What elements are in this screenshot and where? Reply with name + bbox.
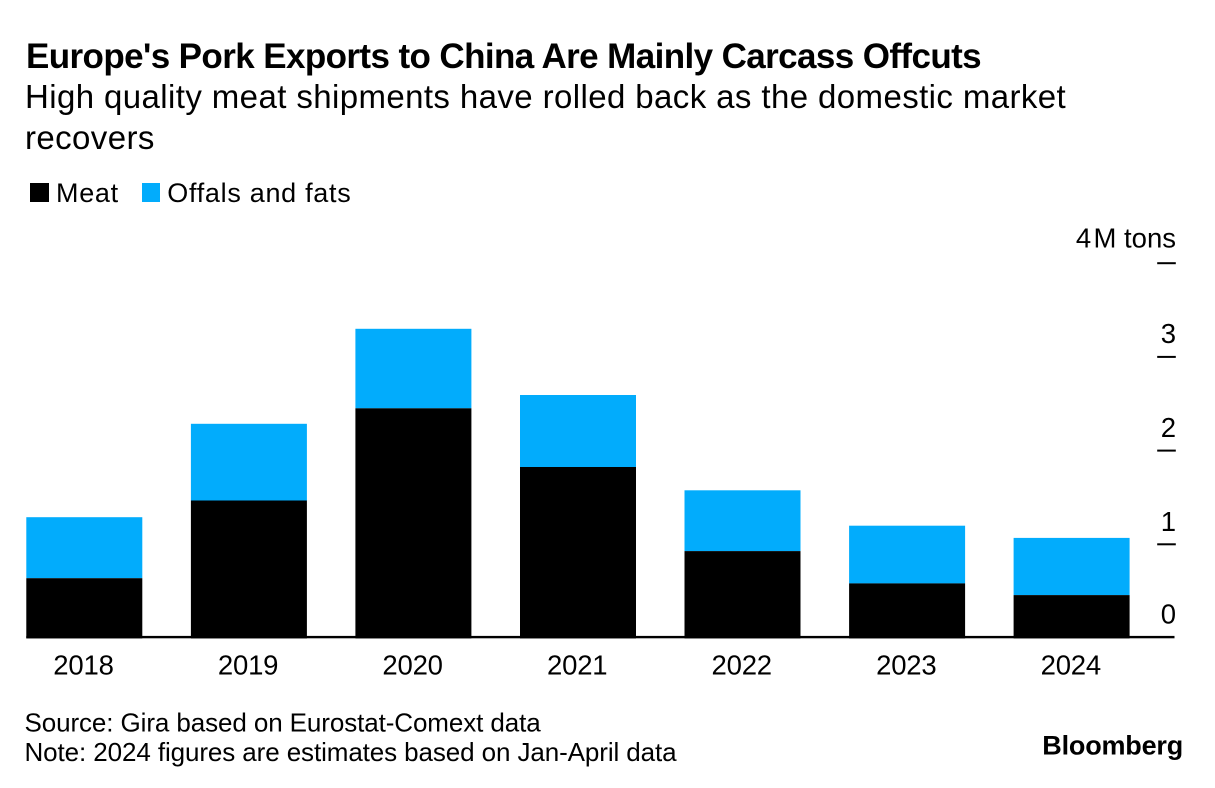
svg-text:2023: 2023 [876,649,936,680]
svg-text:2019: 2019 [218,649,278,680]
svg-text:2022: 2022 [712,649,772,680]
svg-text:0: 0 [1161,599,1176,630]
svg-text:Source: Gira based on Eurostat: Source: Gira based on Eurostat-Comext da… [25,708,542,738]
svg-text:4 M tons: 4 M tons [1076,222,1176,253]
svg-text:Bloomberg: Bloomberg [1042,731,1183,761]
svg-text:2: 2 [1161,412,1176,443]
svg-text:Note: 2024 figures are estimat: Note: 2024 figures are estimates based o… [25,737,678,767]
svg-text:2018: 2018 [53,649,113,680]
svg-text:2020: 2020 [382,649,442,680]
svg-text:2021: 2021 [547,649,607,680]
svg-text:3: 3 [1161,318,1176,349]
svg-text:1: 1 [1161,506,1176,537]
svg-text:2024: 2024 [1041,649,1101,680]
